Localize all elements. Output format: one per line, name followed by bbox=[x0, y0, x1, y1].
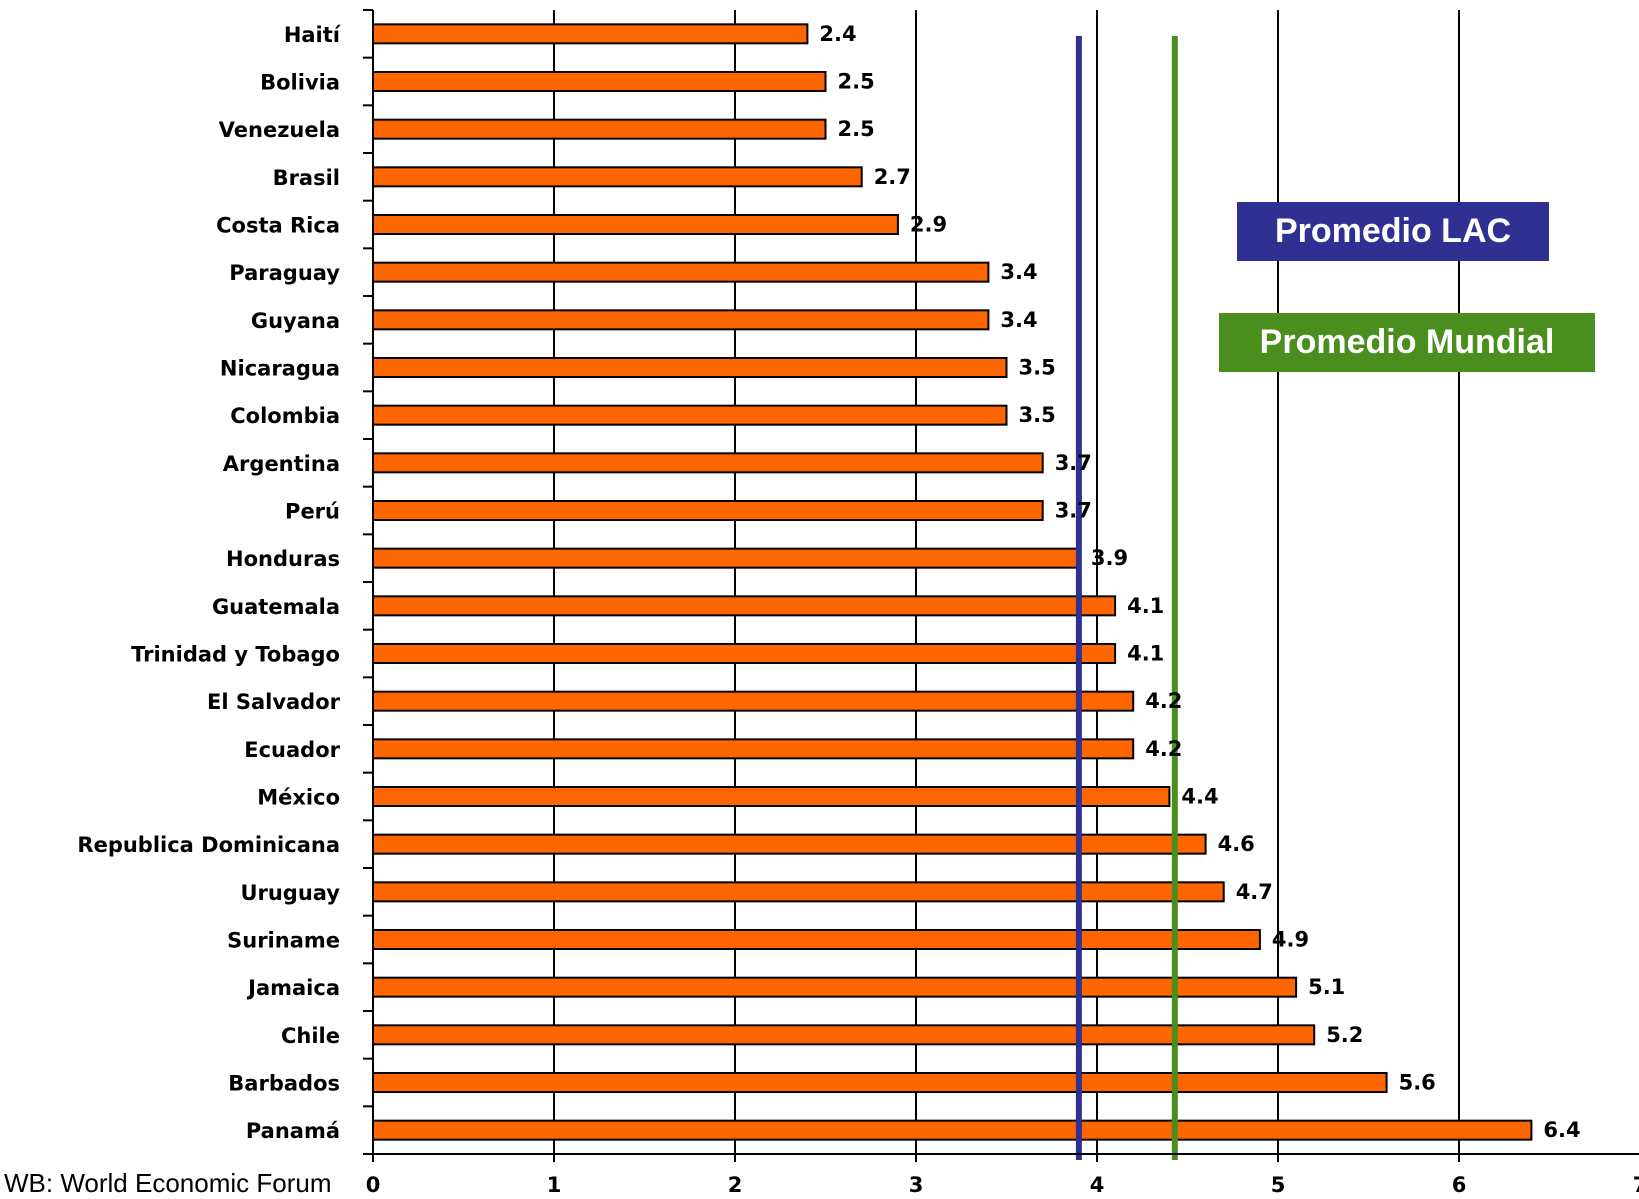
x-tick-label: 7 bbox=[1633, 1173, 1639, 1196]
bar bbox=[372, 976, 1298, 998]
category-label: Uruguay bbox=[240, 881, 340, 905]
bar bbox=[372, 309, 990, 331]
bar bbox=[372, 404, 1008, 426]
legend-promedio-mundial: Promedio Mundial bbox=[1219, 313, 1595, 372]
bar bbox=[372, 23, 809, 45]
bar bbox=[372, 929, 1261, 950]
category-label: Chile bbox=[281, 1024, 340, 1048]
value-label: 4.1 bbox=[1127, 594, 1164, 618]
value-label: 3.4 bbox=[1000, 260, 1037, 284]
x-tick-label: 2 bbox=[728, 1173, 743, 1196]
category-label: Colombia bbox=[230, 404, 340, 428]
value-label: 3.7 bbox=[1055, 499, 1092, 523]
bar bbox=[372, 547, 1080, 569]
gridlines bbox=[553, 10, 1460, 1154]
x-tick-label: 4 bbox=[1090, 1173, 1105, 1196]
reference-lines bbox=[1075, 36, 1178, 1160]
bar bbox=[372, 1072, 1388, 1093]
value-label: 5.6 bbox=[1399, 1071, 1436, 1095]
category-label: Suriname bbox=[227, 929, 340, 953]
category-label: Costa Rica bbox=[216, 214, 340, 238]
category-label: Paraguay bbox=[229, 261, 340, 285]
bar bbox=[372, 452, 1044, 474]
bar bbox=[372, 690, 1135, 712]
category-label: Venezuela bbox=[219, 118, 340, 142]
labels: Haití 2.4 Bolivia 2.5 Venezuela 2.5 Brasil 2.7 C… bbox=[77, 22, 1639, 1196]
value-label: 3.5 bbox=[1019, 403, 1056, 427]
value-label: 5.2 bbox=[1326, 1023, 1363, 1047]
bar bbox=[372, 71, 827, 92]
bar bbox=[372, 881, 1225, 903]
x-tick-label: 5 bbox=[1271, 1173, 1286, 1196]
value-label: 2.5 bbox=[838, 117, 875, 141]
value-label: 4.2 bbox=[1145, 689, 1182, 713]
bar bbox=[372, 261, 990, 283]
value-label: 4.6 bbox=[1218, 832, 1255, 856]
category-label: Guatemala bbox=[212, 595, 340, 619]
bar bbox=[372, 643, 1117, 664]
category-label: Perú bbox=[285, 500, 340, 524]
bar bbox=[372, 786, 1171, 807]
x-tick-label: 1 bbox=[547, 1173, 562, 1196]
value-label: 3.5 bbox=[1019, 356, 1056, 380]
category-label: Panamá bbox=[246, 1119, 340, 1143]
bar bbox=[372, 166, 863, 188]
value-label: 3.4 bbox=[1000, 308, 1037, 332]
x-tick-label: 3 bbox=[909, 1173, 924, 1196]
category-label: Honduras bbox=[226, 547, 340, 571]
value-label: 2.4 bbox=[819, 22, 856, 46]
category-label: Jamaica bbox=[246, 976, 340, 1000]
value-label: 4.7 bbox=[1236, 880, 1273, 904]
bar bbox=[372, 1119, 1533, 1141]
value-label: 4.2 bbox=[1145, 737, 1182, 761]
value-label: 2.5 bbox=[838, 70, 875, 94]
bar bbox=[372, 738, 1135, 760]
x-tick-label: 0 bbox=[366, 1173, 381, 1196]
value-label: 2.7 bbox=[874, 165, 911, 189]
category-label: Guyana bbox=[251, 309, 340, 333]
source-note: WB: World Economic Forum bbox=[4, 1168, 332, 1198]
category-label: Brasil bbox=[273, 166, 340, 190]
axes bbox=[363, 9, 1639, 1162]
category-label: Trinidad y Tobago bbox=[131, 643, 340, 667]
value-label: 5.1 bbox=[1308, 975, 1345, 999]
value-label: 3.7 bbox=[1055, 451, 1092, 475]
bars bbox=[372, 23, 1533, 1141]
value-label: 6.4 bbox=[1543, 1118, 1580, 1142]
value-label: 4.4 bbox=[1181, 785, 1218, 809]
category-label: México bbox=[257, 786, 340, 810]
category-label: Bolivia bbox=[260, 71, 340, 95]
category-label: Nicaragua bbox=[220, 357, 340, 381]
bar bbox=[372, 357, 1008, 378]
value-label: 4.1 bbox=[1127, 642, 1164, 666]
category-label: El Salvador bbox=[207, 690, 341, 714]
category-label: Ecuador bbox=[244, 738, 340, 762]
legend-promedio-lac: Promedio LAC bbox=[1237, 202, 1549, 261]
bar bbox=[372, 595, 1117, 617]
bar bbox=[372, 214, 899, 235]
category-label: Republica Dominicana bbox=[77, 833, 340, 857]
value-label: 3.9 bbox=[1091, 546, 1128, 570]
x-tick-label: 6 bbox=[1452, 1173, 1467, 1196]
category-label: Haití bbox=[284, 23, 342, 47]
category-label: Barbados bbox=[228, 1072, 340, 1096]
bar bbox=[372, 500, 1044, 521]
category-label: Argentina bbox=[223, 452, 340, 476]
value-label: 4.9 bbox=[1272, 928, 1309, 952]
bar bbox=[372, 118, 827, 140]
value-label: 2.9 bbox=[910, 213, 947, 237]
